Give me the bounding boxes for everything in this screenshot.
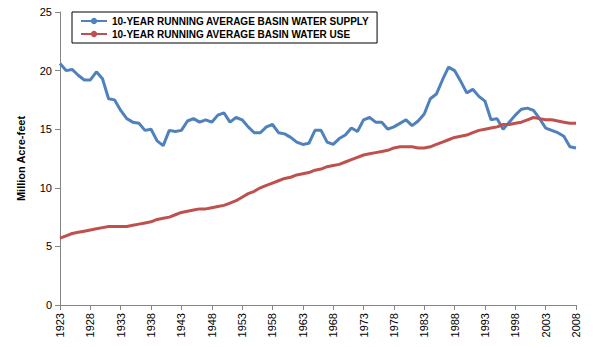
svg-text:1943: 1943	[175, 313, 187, 337]
svg-text:Million Acre-feet: Million Acre-feet	[15, 116, 27, 201]
svg-text:10: 10	[40, 182, 52, 194]
svg-text:1998: 1998	[509, 313, 521, 337]
svg-text:15: 15	[40, 123, 52, 135]
svg-text:0: 0	[46, 299, 52, 311]
svg-text:10-YEAR RUNNING AVERAGE BASIN: 10-YEAR RUNNING AVERAGE BASIN WATER SUPP…	[112, 16, 369, 27]
svg-text:1963: 1963	[297, 313, 309, 337]
svg-text:10-YEAR RUNNING AVERAGE BASIN: 10-YEAR RUNNING AVERAGE BASIN WATER USE	[112, 29, 351, 40]
svg-text:2003: 2003	[540, 313, 552, 337]
svg-text:1953: 1953	[236, 313, 248, 337]
svg-text:2008: 2008	[570, 313, 582, 337]
svg-text:1983: 1983	[418, 313, 430, 337]
svg-text:25: 25	[40, 6, 52, 18]
svg-text:1973: 1973	[358, 313, 370, 337]
svg-text:20: 20	[40, 65, 52, 77]
svg-text:1938: 1938	[145, 313, 157, 337]
svg-text:1948: 1948	[206, 313, 218, 337]
svg-text:5: 5	[46, 240, 52, 252]
svg-text:1993: 1993	[479, 313, 491, 337]
svg-text:1968: 1968	[327, 313, 339, 337]
svg-text:1978: 1978	[388, 313, 400, 337]
svg-text:1958: 1958	[266, 313, 278, 337]
svg-text:1923: 1923	[54, 313, 66, 337]
svg-text:1988: 1988	[449, 313, 461, 337]
svg-text:1933: 1933	[115, 313, 127, 337]
svg-text:1928: 1928	[84, 313, 96, 337]
